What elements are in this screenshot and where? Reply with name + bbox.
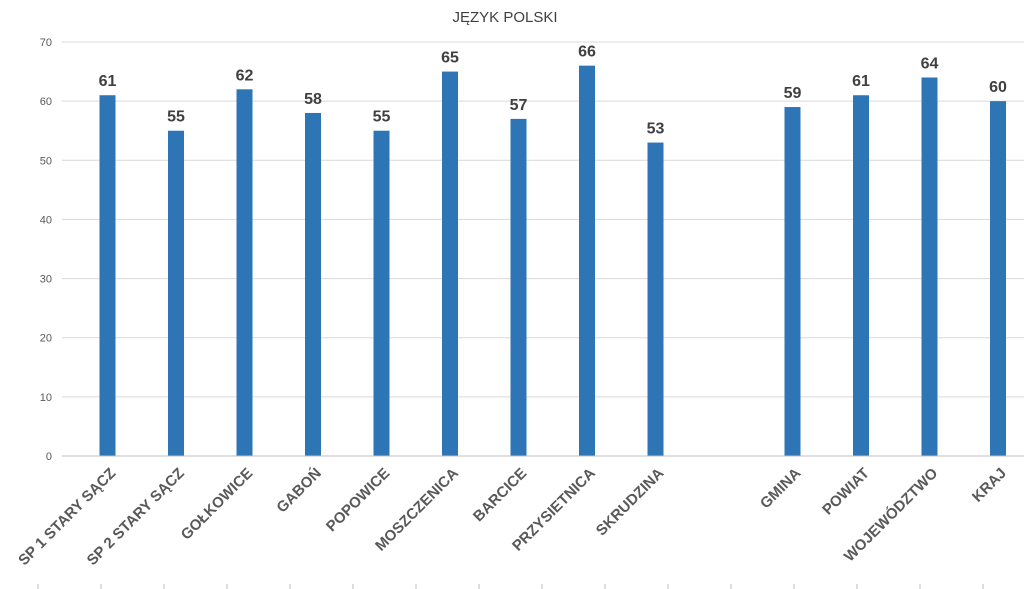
bar	[921, 77, 938, 456]
x-tick-label: POPOWICE	[323, 465, 393, 535]
data-label: 57	[510, 97, 528, 114]
bar	[647, 142, 664, 457]
data-label: 53	[647, 121, 665, 138]
bar	[990, 101, 1006, 457]
y-tick-label: 70	[40, 37, 52, 49]
bars	[99, 65, 1006, 457]
gridlines	[62, 41, 1024, 398]
y-tick-label: 60	[40, 96, 52, 108]
bar	[99, 95, 116, 456]
data-label: 66	[578, 44, 596, 61]
y-tick-label: 50	[40, 155, 52, 167]
y-axis-ticks: 0 10 20 30 40 50 60 70	[40, 37, 52, 463]
bar	[579, 65, 595, 457]
data-label: 61	[99, 73, 117, 90]
y-tick-label: 30	[40, 274, 52, 286]
data-label: 62	[236, 67, 254, 84]
x-tick-label: BARCICE	[470, 465, 530, 525]
bottom-tick-marks	[37, 584, 984, 589]
data-label: 61	[852, 73, 870, 90]
data-label: 60	[989, 79, 1007, 96]
x-tick-label: GABOŃ	[273, 465, 325, 517]
x-tick-label: KRAJ	[969, 465, 1010, 506]
x-tick-label: POWIAT	[819, 465, 873, 519]
y-tick-label: 40	[40, 214, 52, 226]
data-label: 64	[921, 55, 939, 72]
data-label: 65	[441, 50, 459, 67]
y-tick-label: 10	[40, 392, 52, 404]
y-tick-label: 20	[40, 333, 52, 345]
data-label: 55	[373, 109, 391, 126]
bar	[510, 118, 527, 456]
bar	[853, 95, 869, 456]
data-label: 55	[167, 109, 185, 126]
chart-title: JĘZYK POLSKI	[452, 9, 557, 26]
bar	[305, 112, 321, 456]
data-label: 59	[784, 85, 802, 102]
x-tick-label: GMINA	[757, 465, 804, 512]
data-label: 58	[304, 91, 322, 108]
bar	[236, 89, 253, 457]
x-tick-label: SKRUDZINA	[593, 465, 668, 540]
bar	[784, 107, 801, 457]
bar	[373, 130, 390, 456]
bar	[442, 71, 458, 457]
data-labels: 61 55 62 58 55 65 57 66 53 59 61 64 60	[99, 44, 1007, 138]
x-tick-label: GOŁKOWICE	[178, 465, 257, 544]
y-tick-label: 0	[46, 451, 52, 463]
bar	[168, 130, 184, 456]
